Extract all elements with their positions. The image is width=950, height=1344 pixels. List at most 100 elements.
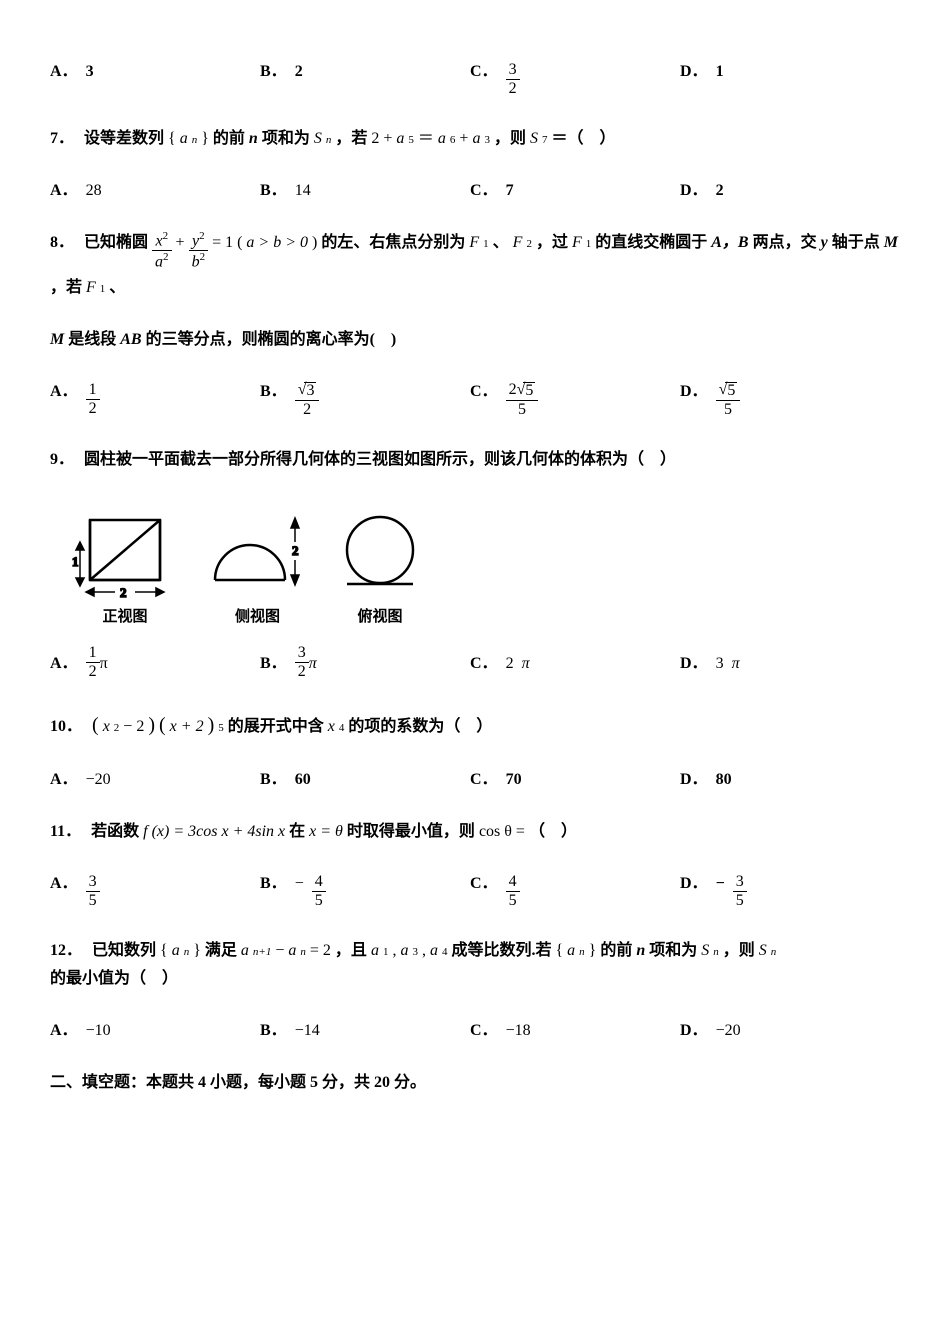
frac-num: 3 [733, 874, 747, 892]
points-AB: A，B [711, 231, 748, 255]
text: ，若 [335, 127, 367, 151]
q6-opt-d: D． 1 [680, 60, 880, 84]
opt-letter: B． [260, 179, 287, 203]
text: 两点，交 [753, 231, 817, 255]
var-M: M [50, 328, 64, 352]
text: 成等比数列.若 [451, 939, 551, 963]
frac: 12 [86, 645, 100, 680]
text: ，过 [536, 231, 568, 255]
frac: √5 5 [716, 382, 741, 418]
text: 在 [289, 820, 305, 844]
q8-opt-b: B． √3 2 [260, 380, 460, 420]
sub-2: 2 [526, 236, 532, 253]
text: 的三等分点，则椭圆的离心率为( ) [146, 328, 397, 352]
var-a: a [288, 939, 296, 963]
frac-den: 2 [86, 663, 100, 680]
text: 是线段 [68, 328, 116, 352]
opt-value: 80 [716, 768, 732, 792]
q12-stem: 12． 已知数列 {an} 满足 an+1 − an = 2 ，且 a1, a3… [50, 939, 900, 991]
text: ，则 [723, 939, 755, 963]
text: ，且 [335, 939, 367, 963]
side-view-block: 2 侧视图 [210, 500, 305, 629]
opt-value: 2 [295, 60, 303, 84]
opt-letter: D． [680, 872, 708, 896]
var-a: a [567, 939, 575, 963]
q10-stem: 10． (x2 − 2)(x + 2)5 的展开式中含 x4 的项的系数为（ ） [50, 710, 900, 740]
opt-letter: A． [50, 872, 78, 896]
var-a: a [472, 127, 480, 151]
frac-den: 5 [506, 892, 520, 909]
frac-num: 4 [506, 874, 520, 892]
q-number: 7． [50, 127, 74, 151]
sub-n: n [184, 944, 190, 961]
q11-options: A． 35 B． − 45 C． 45 D． − 35 [50, 872, 900, 911]
sub-np1: n+1 [253, 944, 271, 961]
paren-open: ( [237, 231, 242, 255]
q7-opt-a: A． 28 [50, 179, 250, 203]
opt-letter: D． [680, 1019, 708, 1043]
brace-close: } [589, 939, 597, 963]
text: 时取得最小值，则 [347, 820, 475, 844]
var-S: S [530, 127, 538, 151]
frac: √3 2 [295, 382, 320, 418]
pi: π [522, 652, 530, 676]
opt-letter: B． [260, 1019, 287, 1043]
opt-value: 28 [86, 179, 102, 203]
frac: 32 [295, 645, 309, 680]
var-S: S [759, 939, 767, 963]
sign: − [716, 872, 725, 896]
q10-opt-b: B． 60 [260, 768, 460, 792]
frac-num: √3 [295, 382, 320, 401]
tail: ＝（ ） [551, 127, 615, 151]
expr: 2 + [371, 127, 392, 151]
opt-value: 14 [295, 179, 311, 203]
frac-den: 2 [86, 400, 100, 417]
top-view-svg [335, 500, 425, 600]
q8-stem-line2: M 是线段 AB 的三等分点，则椭圆的离心率为( ) [50, 328, 900, 352]
brace-open: { [168, 127, 176, 151]
sub-5: 5 [408, 132, 414, 149]
opt-value: 60 [295, 768, 311, 792]
opt-letter: B． [260, 872, 287, 896]
var-n: n [249, 127, 258, 151]
q6-opt-a: A． 3 [50, 60, 250, 84]
q7-opt-b: B． 14 [260, 179, 460, 203]
var-a: a [371, 939, 379, 963]
brace-close: } [201, 127, 209, 151]
top-view-label: 俯视图 [357, 606, 402, 629]
side-view-label: 侧视图 [235, 606, 280, 629]
comma: 、 [493, 231, 509, 255]
opt-letter: C． [470, 380, 498, 404]
q6-opt-c: C． 3 2 [470, 60, 670, 99]
eq2: = 2 [310, 939, 331, 963]
paren-close: ) [208, 710, 215, 740]
text: 若函数 [91, 820, 139, 844]
comma: , [392, 939, 396, 963]
var-a: a [241, 939, 249, 963]
var-a: a [400, 939, 408, 963]
x-eq-theta: x = θ [309, 820, 343, 844]
frac: 45 [312, 874, 326, 909]
comma: 、 [109, 276, 125, 300]
pi: π [732, 652, 740, 676]
q6-opt-b: B． 2 [260, 60, 460, 84]
q9-stem: 9． 圆柱被一平面截去一部分所得几何体的三视图如图所示，则该几何体的体积为（ ） [50, 448, 900, 472]
top-view-block: 俯视图 [335, 500, 425, 629]
opt-letter: A． [50, 380, 78, 404]
text: 的前 [600, 939, 632, 963]
q11-opt-d: D． − 35 [680, 872, 880, 911]
opt-value: 3 [86, 60, 94, 84]
side-view-svg: 2 [210, 500, 305, 600]
text: 项和为 [262, 127, 310, 151]
frac: 3 2 [506, 62, 520, 97]
q-number: 9． [50, 448, 74, 472]
frac-num: 3 [86, 874, 100, 892]
var-a: a [396, 127, 404, 151]
q9-opt-c: C． 2π [470, 652, 670, 676]
frac-den: 5 [86, 892, 100, 909]
sub-4: 4 [442, 944, 448, 961]
q8-opt-d: D． √5 5 [680, 380, 880, 420]
sup-2: 2 [199, 230, 205, 242]
minus2: − 2 [123, 715, 144, 739]
q8-stem-line1: 8． 已知椭圆 x2 a2 + y2 b2 = 1 (a > b > 0) 的左… [50, 231, 900, 300]
